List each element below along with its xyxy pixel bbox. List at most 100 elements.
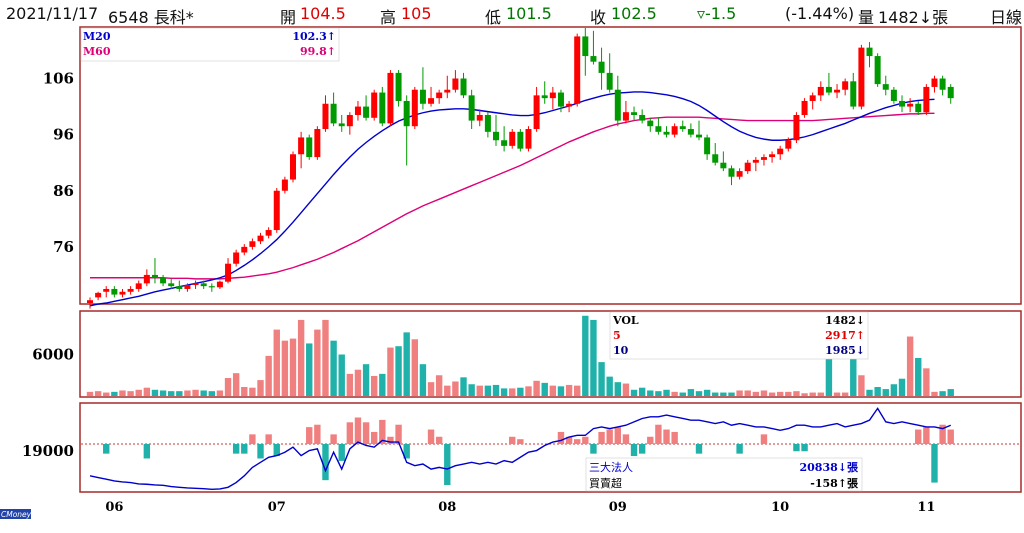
candle xyxy=(939,75,946,96)
netbuy-bar xyxy=(574,439,581,444)
change-percent: (-1.44%) xyxy=(785,4,855,23)
netbuy-bar xyxy=(736,444,743,454)
volume-bar xyxy=(939,391,946,396)
volume-value: 1482↓張 xyxy=(878,8,949,27)
candle xyxy=(119,288,126,298)
netbuy-bar xyxy=(241,444,248,454)
netbuy-bar xyxy=(565,436,573,444)
volume-bar xyxy=(590,319,597,396)
candle xyxy=(192,280,199,289)
netbuy-bar xyxy=(330,434,337,444)
volume-bar xyxy=(890,384,898,396)
netbuy-bar xyxy=(614,427,621,444)
open-value: 104.5 xyxy=(300,4,346,23)
stock-name: 6548 長科* xyxy=(108,8,194,27)
volume-bar xyxy=(371,375,378,396)
volume-bar xyxy=(517,387,524,396)
x-month-tick: 07 xyxy=(268,500,286,515)
netbuy-legend-name: 買賣超 xyxy=(589,476,622,490)
candle xyxy=(127,286,134,295)
quote-header: 2021/11/17 6548 長科* 開 104.5 高 105 低 101.… xyxy=(0,0,1024,28)
candle xyxy=(890,86,897,104)
volume-bar xyxy=(728,392,735,396)
volume-bar xyxy=(809,392,816,396)
candle xyxy=(712,143,719,166)
price-y-tick: 96 xyxy=(53,126,74,144)
netbuy-bar xyxy=(622,434,630,444)
volume-bar xyxy=(241,387,248,396)
volume-bar xyxy=(557,386,565,396)
inst-legend-name: 三大法人 xyxy=(589,460,633,474)
volume-bar xyxy=(346,373,354,396)
netbuy-bar xyxy=(395,424,402,444)
volume-bar xyxy=(533,380,540,396)
candle xyxy=(549,86,556,110)
candle xyxy=(338,114,345,132)
volume-bar xyxy=(232,373,240,396)
volume-bar xyxy=(265,355,272,396)
netbuy-bar xyxy=(314,424,321,444)
volume-bar xyxy=(216,390,224,396)
candle xyxy=(679,120,686,132)
candle xyxy=(143,269,150,287)
volume-bar xyxy=(460,377,467,396)
volume-bar xyxy=(500,388,508,396)
netbuy-bar xyxy=(379,419,386,444)
volume-bar xyxy=(273,329,280,396)
volume-bar xyxy=(817,392,824,396)
vol-legend-title: VOL xyxy=(612,314,639,327)
candle xyxy=(720,151,727,172)
netbuy-bar xyxy=(338,444,345,461)
candle xyxy=(907,98,914,113)
volume-bar xyxy=(833,392,841,396)
candle xyxy=(899,95,905,113)
netbuy-bar xyxy=(232,444,240,454)
netbuy-bar xyxy=(265,434,272,444)
inst-holding-line xyxy=(89,407,951,491)
vol5-legend-name: 5 xyxy=(613,329,621,342)
candle xyxy=(566,100,573,113)
candle xyxy=(493,114,499,146)
cmoney-logo xyxy=(0,509,31,519)
candle xyxy=(785,137,792,152)
candle xyxy=(606,53,613,93)
candle xyxy=(801,98,808,118)
volume-label: 量 xyxy=(858,8,875,27)
volume-bar xyxy=(565,384,573,396)
candle xyxy=(842,78,849,96)
candle xyxy=(346,112,353,135)
candle xyxy=(525,126,532,152)
netbuy-bar xyxy=(435,436,443,444)
volume-bar xyxy=(549,385,557,396)
close-value: 102.5 xyxy=(611,4,657,23)
candle xyxy=(760,154,767,166)
volume-legend-box xyxy=(609,311,869,360)
candle xyxy=(728,165,735,186)
volume-bar xyxy=(427,382,435,396)
candle xyxy=(915,100,922,115)
candle xyxy=(95,291,102,301)
close-label: 收 xyxy=(590,8,607,27)
netbuy-bar xyxy=(793,444,800,452)
candle xyxy=(647,117,654,132)
high-label: 高 xyxy=(380,8,397,27)
volume-bar xyxy=(484,385,492,396)
candle xyxy=(208,283,215,292)
netbuy-bar xyxy=(939,424,946,444)
candle xyxy=(809,92,816,110)
volume-bar xyxy=(444,385,451,396)
volume-bar xyxy=(736,390,743,396)
netbuy-bar xyxy=(371,431,378,444)
candle xyxy=(622,100,629,124)
netbuy-bar xyxy=(947,429,954,444)
candle xyxy=(582,28,589,76)
x-month-tick: 08 xyxy=(438,500,456,515)
candle xyxy=(151,258,158,284)
ma20-legend-value: 102.3↑ xyxy=(292,30,336,43)
candle xyxy=(517,129,524,152)
volume-bar xyxy=(671,391,678,396)
candle xyxy=(290,151,296,183)
candle xyxy=(168,277,175,289)
candle xyxy=(631,106,638,121)
